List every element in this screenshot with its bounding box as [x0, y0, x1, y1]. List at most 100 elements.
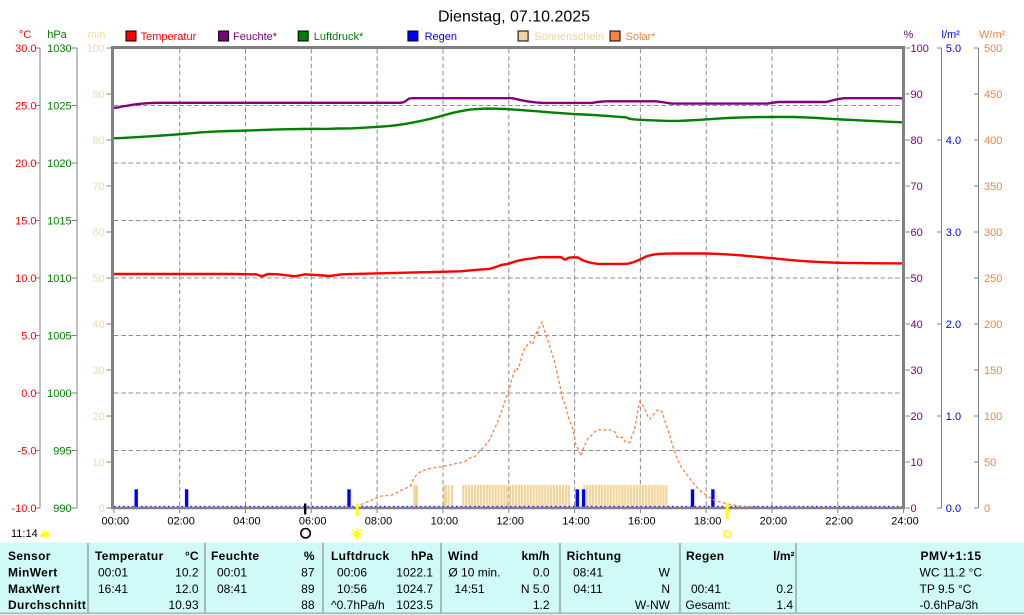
svg-text:W/m²: W/m²: [979, 29, 1006, 41]
svg-text:Temperatur: Temperatur: [95, 549, 164, 563]
svg-text:60: 60: [93, 227, 105, 239]
svg-text:10:56: 10:56: [337, 582, 367, 596]
svg-text:00:00: 00:00: [102, 516, 130, 528]
svg-text:06:00: 06:00: [299, 516, 327, 528]
svg-text:-10.0: -10.0: [11, 503, 36, 515]
svg-text:WC 11.2 °C: WC 11.2 °C: [920, 565, 983, 579]
svg-text:10.0: 10.0: [15, 273, 36, 285]
svg-text:W: W: [659, 565, 671, 579]
svg-text:Luftdruck: Luftdruck: [331, 549, 389, 563]
svg-text:MinWert: MinWert: [8, 565, 58, 579]
svg-text:N 5.0: N 5.0: [521, 582, 550, 596]
svg-text:W-NW: W-NW: [635, 598, 671, 612]
svg-text:80: 80: [911, 135, 923, 147]
svg-text:°C: °C: [185, 549, 199, 563]
svg-text:10.2: 10.2: [175, 565, 199, 579]
svg-text:04:11: 04:11: [573, 582, 602, 596]
svg-text:Richtung: Richtung: [567, 549, 622, 563]
svg-text:00:01: 00:01: [217, 565, 247, 579]
svg-text:10:00: 10:00: [431, 516, 459, 528]
svg-text:Ø 10 min.: Ø 10 min.: [448, 565, 500, 579]
svg-text:100: 100: [86, 43, 104, 55]
svg-text:°C: °C: [19, 29, 31, 41]
svg-text:10: 10: [93, 457, 105, 469]
svg-text:Wind: Wind: [448, 549, 479, 563]
svg-text:90: 90: [911, 89, 923, 101]
svg-text:Sensor: Sensor: [8, 549, 51, 563]
svg-text:N: N: [661, 582, 670, 596]
svg-text:14:51: 14:51: [454, 582, 484, 596]
svg-text:22:00: 22:00: [825, 516, 853, 528]
svg-text:20: 20: [93, 411, 105, 423]
svg-text:08:41: 08:41: [573, 565, 603, 579]
svg-text:4.0: 4.0: [946, 135, 961, 147]
svg-text:Luftdruck*: Luftdruck*: [314, 31, 364, 43]
svg-text:0.0: 0.0: [946, 503, 961, 515]
svg-text:00:01: 00:01: [98, 565, 128, 579]
svg-text:20.0: 20.0: [15, 158, 36, 170]
svg-text:10.93: 10.93: [168, 598, 198, 612]
svg-text:150: 150: [984, 365, 1002, 377]
svg-text:90: 90: [93, 89, 105, 101]
svg-text:200: 200: [984, 319, 1002, 331]
svg-text:60: 60: [911, 227, 923, 239]
svg-text:Gesamt:: Gesamt:: [685, 598, 730, 612]
svg-text:350: 350: [984, 181, 1002, 193]
svg-text:20:00: 20:00: [760, 516, 788, 528]
svg-text:PMV+1:15: PMV+1:15: [921, 549, 982, 563]
svg-text:88: 88: [301, 598, 315, 612]
svg-text:40: 40: [911, 319, 923, 331]
svg-text:70: 70: [911, 181, 923, 193]
svg-text:TP 9.5 °C: TP 9.5 °C: [920, 582, 972, 596]
svg-text:^0.7hPa/h: ^0.7hPa/h: [331, 598, 385, 612]
svg-text:1020: 1020: [47, 158, 71, 170]
svg-text:30.0: 30.0: [15, 43, 36, 55]
svg-text:hPa: hPa: [411, 549, 433, 563]
svg-text:3.0: 3.0: [946, 227, 961, 239]
svg-text:Durchschnitt: Durchschnitt: [8, 598, 86, 612]
svg-text:20: 20: [911, 411, 923, 423]
svg-text:50: 50: [93, 273, 105, 285]
svg-text:40: 40: [93, 319, 105, 331]
svg-text:0: 0: [911, 503, 917, 515]
svg-text:1000: 1000: [47, 388, 71, 400]
svg-text:50: 50: [984, 457, 996, 469]
svg-text:km/h: km/h: [521, 549, 549, 563]
svg-text:11:14: 11:14: [11, 528, 38, 540]
svg-text:100: 100: [911, 43, 929, 55]
svg-text:MaxWert: MaxWert: [8, 582, 60, 596]
svg-text:00:41: 00:41: [691, 582, 721, 596]
svg-text:12:00: 12:00: [496, 516, 524, 528]
svg-text:12.0: 12.0: [175, 582, 199, 596]
svg-text:1024.7: 1024.7: [396, 582, 433, 596]
svg-text:-0.6hPa/3h: -0.6hPa/3h: [920, 598, 979, 612]
svg-text:Regen: Regen: [425, 31, 457, 43]
svg-text:15.0: 15.0: [15, 216, 36, 228]
svg-text:18:00: 18:00: [694, 516, 722, 528]
svg-text:50: 50: [911, 273, 923, 285]
svg-text:300: 300: [984, 227, 1002, 239]
svg-text:5.0: 5.0: [946, 43, 961, 55]
svg-text:89: 89: [301, 582, 315, 596]
svg-text:16:41: 16:41: [98, 582, 128, 596]
svg-text:1.4: 1.4: [776, 598, 793, 612]
svg-text:500: 500: [984, 43, 1002, 55]
svg-text:0.0: 0.0: [533, 565, 550, 579]
svg-text:24:00: 24:00: [891, 516, 919, 528]
svg-text:5.0: 5.0: [21, 331, 36, 343]
svg-text:0: 0: [984, 503, 990, 515]
svg-text:08:41: 08:41: [217, 582, 247, 596]
svg-text:0: 0: [99, 503, 105, 515]
svg-text:16:00: 16:00: [628, 516, 656, 528]
svg-text:04:00: 04:00: [233, 516, 261, 528]
svg-text:Solar*: Solar*: [626, 31, 657, 43]
svg-text:995: 995: [53, 446, 71, 458]
svg-text:1010: 1010: [47, 273, 71, 285]
svg-text:1.0: 1.0: [946, 411, 961, 423]
svg-text:%: %: [304, 549, 315, 563]
svg-text:Feuchte: Feuchte: [211, 549, 259, 563]
svg-text:30: 30: [93, 365, 105, 377]
svg-text:10: 10: [911, 457, 923, 469]
svg-text:Temperatur: Temperatur: [141, 31, 197, 43]
svg-text:l/m²: l/m²: [773, 549, 794, 563]
